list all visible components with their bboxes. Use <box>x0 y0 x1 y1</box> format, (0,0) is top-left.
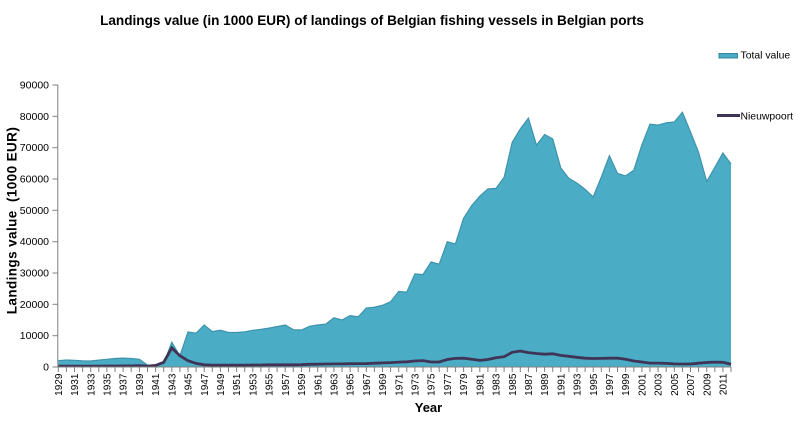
svg-text:1975: 1975 <box>427 373 438 396</box>
svg-text:1983: 1983 <box>492 373 503 396</box>
svg-text:1993: 1993 <box>573 373 584 396</box>
svg-text:Total value: Total value <box>741 51 791 62</box>
svg-text:1949: 1949 <box>216 373 227 396</box>
svg-text:1959: 1959 <box>297 373 308 396</box>
svg-text:40000: 40000 <box>20 236 49 248</box>
svg-text:1985: 1985 <box>508 373 519 396</box>
svg-text:1973: 1973 <box>411 373 422 396</box>
svg-text:1997: 1997 <box>605 373 616 396</box>
svg-text:Nieuwpoort: Nieuwpoort <box>741 112 794 123</box>
svg-text:1981: 1981 <box>475 373 486 396</box>
svg-text:1971: 1971 <box>394 373 405 396</box>
svg-text:2009: 2009 <box>702 373 713 396</box>
svg-text:1987: 1987 <box>524 373 535 396</box>
svg-text:2001: 2001 <box>638 373 649 396</box>
svg-text:0: 0 <box>43 362 49 374</box>
svg-text:1967: 1967 <box>362 373 373 396</box>
svg-text:1995: 1995 <box>589 373 600 396</box>
svg-text:1931: 1931 <box>70 373 81 396</box>
svg-text:80000: 80000 <box>20 111 49 123</box>
svg-text:1991: 1991 <box>556 373 567 396</box>
svg-text:1957: 1957 <box>281 373 292 396</box>
svg-text:1989: 1989 <box>540 373 551 396</box>
svg-text:2003: 2003 <box>654 373 665 396</box>
svg-text:1963: 1963 <box>330 373 341 396</box>
svg-text:30000: 30000 <box>20 268 49 280</box>
svg-text:1937: 1937 <box>119 373 130 396</box>
svg-text:1977: 1977 <box>443 373 454 396</box>
svg-text:1939: 1939 <box>135 373 146 396</box>
svg-text:1945: 1945 <box>184 373 195 396</box>
svg-text:1933: 1933 <box>86 373 97 396</box>
svg-text:1955: 1955 <box>265 373 276 396</box>
svg-text:1929: 1929 <box>54 373 65 396</box>
svg-text:1947: 1947 <box>200 373 211 396</box>
svg-text:Year: Year <box>415 400 442 415</box>
svg-text:1935: 1935 <box>103 373 114 396</box>
svg-text:2007: 2007 <box>686 373 697 396</box>
svg-text:1965: 1965 <box>346 373 357 396</box>
svg-text:Landings value (1000 EUR): Landings value (1000 EUR) <box>5 127 20 314</box>
svg-text:70000: 70000 <box>20 142 49 154</box>
svg-text:1979: 1979 <box>459 373 470 396</box>
svg-text:20000: 20000 <box>20 299 49 311</box>
svg-text:50000: 50000 <box>20 205 49 217</box>
svg-text:2005: 2005 <box>670 373 681 396</box>
svg-text:60000: 60000 <box>20 174 49 186</box>
svg-text:2011: 2011 <box>719 373 730 395</box>
svg-text:1953: 1953 <box>248 373 259 396</box>
svg-text:90000: 90000 <box>20 80 49 92</box>
svg-text:1941: 1941 <box>151 373 162 396</box>
svg-text:Landings value (in 1000 EUR) o: Landings value (in 1000 EUR) of landings… <box>100 13 644 28</box>
svg-text:1999: 1999 <box>621 373 632 396</box>
svg-text:1943: 1943 <box>167 373 178 396</box>
svg-text:10000: 10000 <box>20 330 49 342</box>
svg-text:1961: 1961 <box>313 373 324 396</box>
svg-text:1969: 1969 <box>378 373 389 396</box>
svg-text:1951: 1951 <box>232 373 243 396</box>
